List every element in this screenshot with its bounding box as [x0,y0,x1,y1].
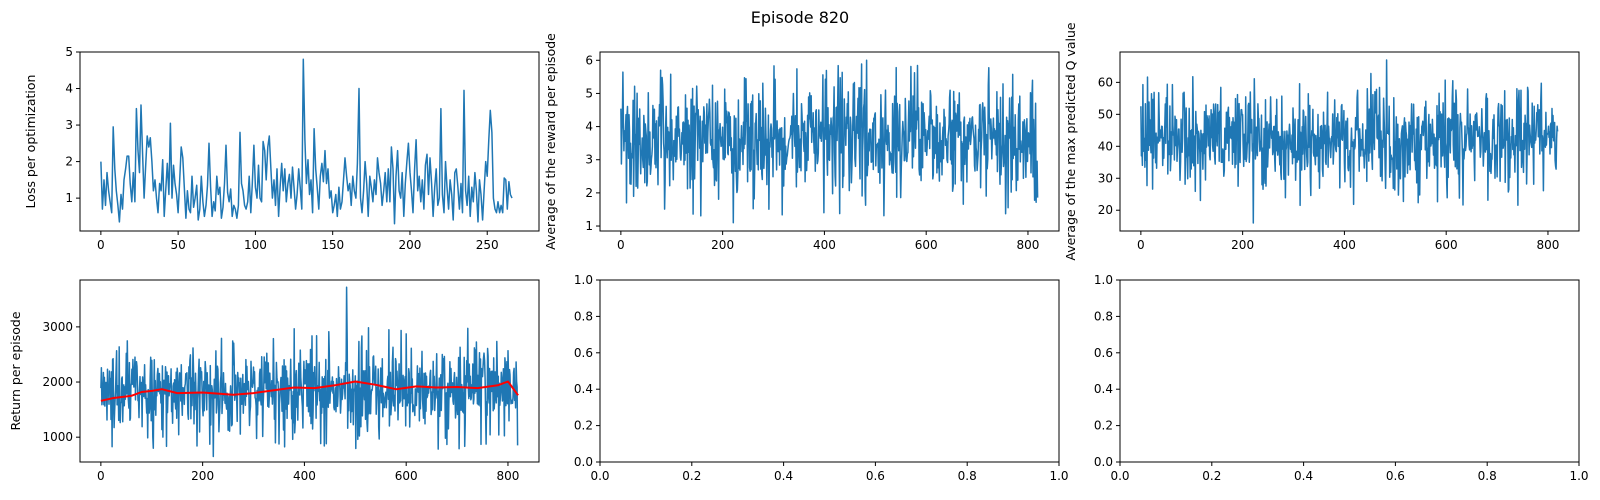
y-tick-label: 3 [65,118,73,132]
x-tick-label: 0.8 [1478,469,1497,483]
y-tick-label: 0.2 [1094,419,1113,433]
axes-frame [1119,51,1580,232]
y-tick-label: 2000 [42,375,73,389]
x-tick-label: 400 [813,238,836,252]
x-tick-label: 400 [1333,238,1356,252]
series-line [100,286,519,458]
y-tick-label: 5 [585,86,593,100]
x-tick-label: 0 [97,469,105,483]
y-tick-label: 0.8 [574,309,593,323]
axes-frame [79,279,540,463]
axes-frame [1119,279,1580,463]
y-tick-label: 40 [1098,139,1113,153]
y-tick-label: 4 [65,82,73,96]
series-line [100,58,513,225]
y-tick-label: 2 [585,186,593,200]
x-tick-label: 0.8 [958,469,977,483]
x-tick-label: 600 [395,469,418,483]
y-tick-label: 6 [585,53,593,67]
y-tick-label: 0.0 [1094,455,1113,469]
x-tick-label: 150 [321,238,344,252]
y-tick-label: 0.0 [574,455,593,469]
x-tick-label: 600 [915,238,938,252]
subplot-6: 0.0 0.2 0.4 0.6 0.8 1.0 0.0 0.2 0.4 0.6 0.8 1.0 [1094,273,1589,483]
x-tick-label: 50 [170,238,185,252]
y-tick-label: 20 [1098,203,1113,217]
y-tick-label: 2 [65,155,73,169]
subplot-2: 0 200 400 600 800 1 2 3 4 5 6 Average of the reward… [543,33,1060,252]
y-axis-label: Average of the max predicted Q value [1063,22,1078,261]
y-tick-label: 0.2 [574,419,593,433]
series-line [1140,59,1559,224]
x-tick-label: 0.0 [1110,469,1129,483]
axes-frame [599,51,1060,232]
series-line [620,59,1039,224]
y-tick-label: 4 [585,120,593,134]
y-tick-label: 3 [585,153,593,167]
axes-frame [79,51,540,232]
y-tick-label: 1000 [42,430,73,444]
y-tick-label: 0.6 [574,346,593,360]
y-tick-label: 0.4 [1094,382,1113,396]
subplot-1: 0 50 100 150 200 250 1 2 3 4 5 Loss per optimizatio… [23,45,540,252]
y-tick-label: 50 [1098,107,1113,121]
x-tick-label: 400 [293,469,316,483]
x-tick-label: 0.0 [590,469,609,483]
y-axis-label: Average of the reward per episode [543,33,558,250]
x-tick-label: 0 [1137,238,1145,252]
x-tick-label: 0.6 [866,469,885,483]
x-tick-label: 200 [711,238,734,252]
y-tick-label: 0.8 [1094,309,1113,323]
y-tick-label: 0.6 [1094,346,1113,360]
x-tick-label: 0.2 [1202,469,1221,483]
axes-frame [599,279,1060,463]
x-tick-label: 0.6 [1386,469,1405,483]
x-tick-label: 0.2 [682,469,701,483]
y-tick-label: 1.0 [1094,273,1113,287]
y-tick-label: 30 [1098,171,1113,185]
x-tick-label: 0.4 [774,469,793,483]
x-tick-label: 800 [1537,238,1560,252]
y-axis-label: Loss per optimization [23,75,38,209]
x-tick-label: 100 [244,238,267,252]
figure-title: Episode 820 [751,8,849,27]
x-tick-label: 0 [97,238,105,252]
x-tick-label: 1.0 [1569,469,1588,483]
y-tick-label: 1.0 [574,273,593,287]
x-tick-label: 600 [1435,238,1458,252]
subplot-3: 0 200 400 600 800 20 30 40 50 60 Average of the ma… [1063,22,1580,261]
moving-average-line [100,380,519,402]
x-tick-label: 1.0 [1049,469,1068,483]
x-tick-label: 0 [617,238,625,252]
subplot-5: 0.0 0.2 0.4 0.6 0.8 1.0 0.0 0.2 0.4 0.6 0.8 1.0 [574,273,1069,483]
x-tick-label: 800 [497,469,520,483]
x-tick-label: 250 [476,238,499,252]
y-tick-label: 1 [585,219,593,233]
y-tick-label: 60 [1098,75,1113,89]
x-tick-label: 200 [1231,238,1254,252]
x-tick-label: 0.4 [1294,469,1313,483]
y-tick-label: 0.4 [574,382,593,396]
x-tick-label: 200 [191,469,214,483]
subplot-4: 0 200 400 600 800 1000 2000 3000 Return per epis… [8,279,540,483]
y-tick-label: 1 [65,191,73,205]
x-tick-label: 800 [1017,238,1040,252]
y-tick-label: 5 [65,45,73,59]
y-tick-label: 3000 [42,320,73,334]
y-axis-label: Return per episode [8,311,23,430]
x-tick-label: 200 [399,238,422,252]
